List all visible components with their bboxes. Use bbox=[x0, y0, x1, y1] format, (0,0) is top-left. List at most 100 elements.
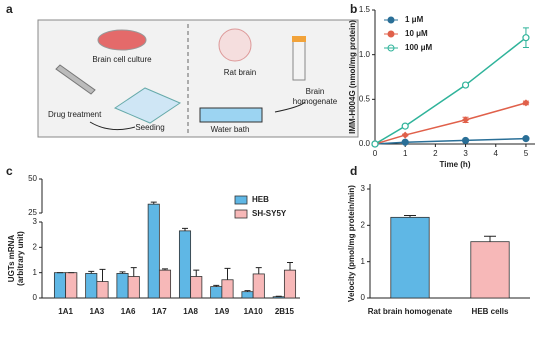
brain-icon bbox=[218, 28, 252, 62]
bar bbox=[53, 272, 67, 299]
error-bar bbox=[162, 268, 168, 271]
axes bbox=[374, 10, 535, 145]
y-tick-label: 1 bbox=[361, 257, 366, 266]
error-bar bbox=[275, 295, 282, 297]
marker bbox=[461, 136, 470, 145]
x-tick-label: 2 bbox=[433, 149, 438, 158]
pipette-icon bbox=[55, 64, 96, 95]
diagram-label: Brain cell culture bbox=[92, 55, 152, 64]
marker bbox=[371, 140, 379, 148]
y-tick-label: 0 bbox=[361, 293, 366, 302]
bar bbox=[252, 273, 265, 299]
y-axis-label: UGTs mRNA bbox=[7, 235, 16, 283]
series-line bbox=[374, 37, 527, 145]
x-tick-label: 3 bbox=[463, 149, 468, 158]
bar bbox=[221, 279, 234, 299]
tube-cap bbox=[292, 36, 306, 42]
x-tick-label: 4 bbox=[494, 149, 499, 158]
bar bbox=[241, 291, 254, 299]
y-axis-label: (arbitrary unit) bbox=[16, 231, 25, 286]
bar bbox=[390, 216, 430, 299]
y-tick-label: 3 bbox=[33, 217, 38, 226]
x-tick-label: 1A9 bbox=[215, 307, 230, 316]
x-tick-label: 1A10 bbox=[244, 307, 264, 316]
bar bbox=[190, 276, 203, 299]
error-bar bbox=[119, 271, 126, 274]
diagram-label: Seeding bbox=[135, 123, 164, 132]
arrow bbox=[274, 101, 306, 113]
bar bbox=[127, 276, 140, 299]
error-bar bbox=[182, 227, 188, 231]
y-tick-label: 50 bbox=[28, 174, 37, 183]
error-bar bbox=[193, 269, 200, 277]
y-axis-label: IMM-H004G (nmol/mg protein) bbox=[348, 20, 357, 134]
y-tick-label: 1.0 bbox=[359, 50, 371, 59]
error-bar bbox=[484, 235, 496, 242]
legend-label: SH-SY5Y bbox=[252, 209, 287, 218]
x-tick-label: HEB cells bbox=[472, 307, 509, 316]
panel-label: b bbox=[350, 2, 357, 16]
y-tick-label: 0 bbox=[33, 293, 38, 302]
x-axis-label: Time (h) bbox=[440, 160, 471, 169]
error-bar bbox=[244, 290, 251, 292]
y-tick-label: 25 bbox=[28, 208, 37, 217]
legend-swatch bbox=[234, 209, 248, 219]
x-tick-label: 1A6 bbox=[121, 307, 136, 316]
bar bbox=[178, 230, 192, 299]
y-tick-label: 2 bbox=[33, 242, 38, 251]
panel-label: d bbox=[350, 164, 357, 178]
bath-icon bbox=[199, 107, 263, 123]
diagram-label: Brain bbox=[306, 87, 325, 96]
x-tick-label: 1A1 bbox=[58, 307, 73, 316]
error-bar bbox=[224, 267, 231, 280]
diagram-label: Rat brain bbox=[224, 68, 256, 77]
bar bbox=[283, 269, 297, 299]
y-tick-label: 1.5 bbox=[359, 5, 371, 14]
marker bbox=[462, 116, 470, 124]
error-bar bbox=[150, 201, 157, 205]
error-bar bbox=[213, 284, 220, 287]
series-line bbox=[374, 137, 526, 145]
bar bbox=[65, 272, 78, 299]
y-axis-label: Velocity (pmol/mg protein/min) bbox=[347, 185, 356, 302]
marker bbox=[522, 34, 530, 42]
x-tick-label: Rat brain homogenate bbox=[368, 307, 453, 316]
series-line bbox=[374, 102, 527, 145]
x-tick-label: 1A8 bbox=[183, 307, 198, 316]
bar bbox=[147, 203, 160, 299]
x-tick-label: 1A7 bbox=[152, 307, 167, 316]
marker bbox=[522, 99, 530, 107]
bar bbox=[96, 281, 109, 299]
legend-label: 1 μM bbox=[405, 15, 424, 24]
x-tick-label: 5 bbox=[524, 149, 529, 158]
marker bbox=[461, 81, 470, 89]
error-bar bbox=[88, 270, 95, 274]
error-bar bbox=[99, 268, 106, 282]
diagram-box bbox=[37, 19, 359, 138]
arrow bbox=[89, 121, 136, 131]
legend-label: HEB bbox=[252, 195, 269, 204]
error-bar bbox=[130, 267, 137, 277]
x-tick-label: 0 bbox=[373, 149, 378, 158]
legend-swatch bbox=[234, 195, 248, 205]
bar bbox=[210, 286, 223, 299]
bar bbox=[272, 296, 285, 299]
diagram-label: Drug treatment bbox=[48, 110, 102, 119]
panel-label: c bbox=[6, 164, 13, 178]
plate-icon bbox=[113, 87, 182, 124]
bar bbox=[116, 273, 129, 299]
bar bbox=[470, 241, 510, 299]
error-bar bbox=[255, 267, 262, 274]
diagram-label: homogenate bbox=[293, 97, 338, 106]
error-bar bbox=[404, 215, 416, 218]
x-tick-label: 1 bbox=[403, 149, 408, 158]
error-bar bbox=[287, 262, 293, 271]
legend-label: 10 μM bbox=[405, 29, 428, 38]
marker bbox=[522, 135, 530, 143]
diagram: a Brain cell culture Drug treatment Seed… bbox=[6, 2, 359, 138]
legend-label: 100 μM bbox=[405, 43, 432, 52]
x-tick-label: 2B15 bbox=[275, 307, 295, 316]
y-tick-label: 3 bbox=[361, 184, 366, 193]
tube-icon bbox=[292, 39, 306, 81]
